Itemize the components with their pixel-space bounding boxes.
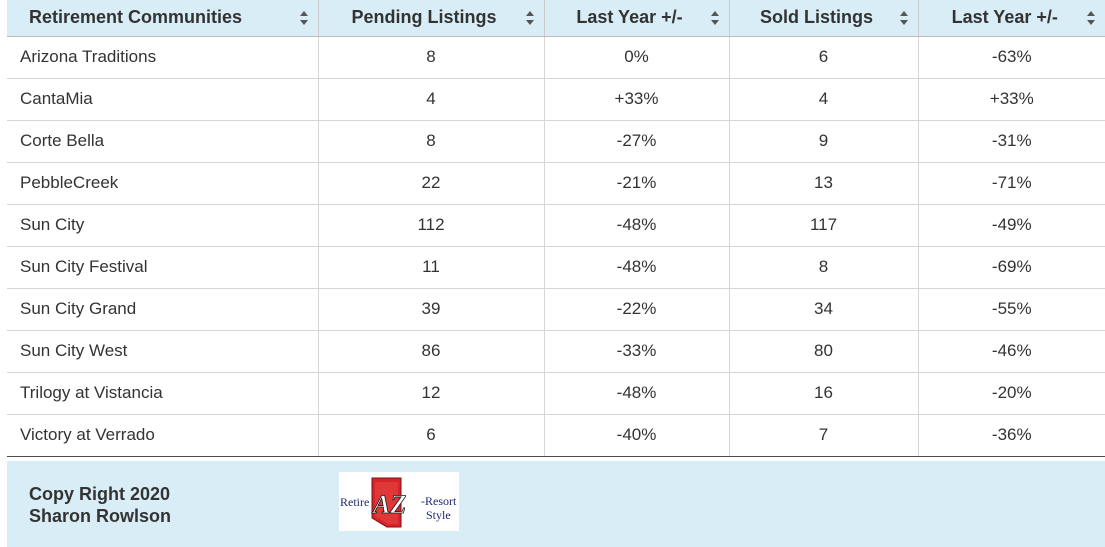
table-row: Arizona Traditions 8 0% 6 -63% xyxy=(7,36,1105,79)
sort-icon[interactable] xyxy=(1086,10,1096,26)
table-row: PebbleCreek 22 -21% 13 -71% xyxy=(7,162,1105,205)
community-name-cell: Sun City Festival xyxy=(7,246,319,289)
sort-icon[interactable] xyxy=(525,10,535,26)
pending-change-cell: -48% xyxy=(544,246,730,289)
pending-change-cell: -33% xyxy=(544,330,730,373)
sold-listings-cell: 6 xyxy=(729,36,919,79)
sold-change-cell: -20% xyxy=(918,372,1105,415)
pending-listings-cell: 86 xyxy=(318,330,545,373)
pending-listings-cell: 8 xyxy=(318,36,545,79)
column-header-community[interactable]: Retirement Communities xyxy=(7,0,319,37)
pending-change-cell: +33% xyxy=(544,78,730,121)
sold-change-cell: -71% xyxy=(918,162,1105,205)
pending-change-cell: -22% xyxy=(544,288,730,331)
column-header-label: Sold Listings xyxy=(759,7,873,28)
table-row: Victory at Verrado 6 -40% 7 -36% xyxy=(7,414,1105,457)
table-row: CantaMia 4 +33% 4 +33% xyxy=(7,78,1105,121)
pending-listings-cell: 112 xyxy=(318,204,545,247)
pending-listings-cell: 8 xyxy=(318,120,545,163)
community-name-cell: Sun City xyxy=(7,204,319,247)
community-name-cell: Sun City Grand xyxy=(7,288,319,331)
table-row: Sun City Grand 39 -22% 34 -55% xyxy=(7,288,1105,331)
sold-listings-cell: 4 xyxy=(729,78,919,121)
sold-listings-cell: 8 xyxy=(729,246,919,289)
copyright-year: Copy Right 2020 xyxy=(29,484,171,504)
sold-listings-cell: 7 xyxy=(729,414,919,457)
community-name-cell: Trilogy at Vistancia xyxy=(7,372,319,415)
sold-change-cell: -46% xyxy=(918,330,1105,373)
pending-change-cell: 0% xyxy=(544,36,730,79)
column-header-pending-change[interactable]: Last Year +/- xyxy=(544,0,730,37)
column-header-sold-change[interactable]: Last Year +/- xyxy=(918,0,1105,37)
pending-change-cell: -21% xyxy=(544,162,730,205)
table-row: Corte Bella 8 -27% 9 -31% xyxy=(7,120,1105,163)
pending-change-cell: -48% xyxy=(544,204,730,247)
community-name-cell: PebbleCreek xyxy=(7,162,319,205)
community-name-cell: CantaMia xyxy=(7,78,319,121)
column-header-label: Last Year +/- xyxy=(951,7,1058,28)
sold-change-cell: +33% xyxy=(918,78,1105,121)
table-row: Sun City West 86 -33% 80 -46% xyxy=(7,330,1105,373)
column-header-sold[interactable]: Sold Listings xyxy=(729,0,919,37)
pending-listings-cell: 12 xyxy=(318,372,545,415)
pending-listings-cell: 39 xyxy=(318,288,545,331)
logo-text-right-top: -Resort xyxy=(421,494,457,508)
table-row: Sun City 112 -48% 117 -49% xyxy=(7,204,1105,247)
pending-change-cell: -27% xyxy=(544,120,730,163)
listings-table-container: Retirement Communities Pending Listings … xyxy=(7,0,1105,457)
pending-listings-cell: 4 xyxy=(318,78,545,121)
community-name-cell: Corte Bella xyxy=(7,120,319,163)
sold-change-cell: -36% xyxy=(918,414,1105,457)
community-name-cell: Sun City West xyxy=(7,330,319,373)
pending-change-cell: -48% xyxy=(544,372,730,415)
copyright-owner: Sharon Rowlson xyxy=(29,506,172,526)
sold-change-cell: -63% xyxy=(918,36,1105,79)
listings-table: Retirement Communities Pending Listings … xyxy=(7,0,1105,457)
logo-text-right-bottom: Style xyxy=(426,508,451,522)
pending-listings-cell: 22 xyxy=(318,162,545,205)
table-row: Sun City Festival 11 -48% 8 -69% xyxy=(7,246,1105,289)
logo-text-left: Retire xyxy=(340,495,369,509)
community-name-cell: Victory at Verrado xyxy=(7,414,319,457)
pending-change-cell: -40% xyxy=(544,414,730,457)
sort-icon[interactable] xyxy=(710,10,720,26)
retire-az-logo[interactable]: Retire AZ -Resort Style xyxy=(339,472,459,531)
sold-listings-cell: 80 xyxy=(729,330,919,373)
sort-icon[interactable] xyxy=(899,10,909,26)
copyright-notice: Copy Right 2020 Sharon Rowlson xyxy=(29,483,171,527)
column-header-label: Retirement Communities xyxy=(29,7,243,28)
sold-change-cell: -49% xyxy=(918,204,1105,247)
sold-listings-cell: 16 xyxy=(729,372,919,415)
column-header-label: Pending Listings xyxy=(351,7,497,28)
sold-listings-cell: 34 xyxy=(729,288,919,331)
sold-change-cell: -69% xyxy=(918,246,1105,289)
sold-change-cell: -55% xyxy=(918,288,1105,331)
column-header-pending[interactable]: Pending Listings xyxy=(318,0,545,37)
community-name-cell: Arizona Traditions xyxy=(7,36,319,79)
sort-icon[interactable] xyxy=(299,10,309,26)
table-row: Trilogy at Vistancia 12 -48% 16 -20% xyxy=(7,372,1105,415)
column-header-label: Last Year +/- xyxy=(576,7,683,28)
sold-listings-cell: 9 xyxy=(729,120,919,163)
sold-change-cell: -31% xyxy=(918,120,1105,163)
pending-listings-cell: 11 xyxy=(318,246,545,289)
pending-listings-cell: 6 xyxy=(318,414,545,457)
logo-text-center: AZ xyxy=(371,490,406,519)
sold-listings-cell: 117 xyxy=(729,204,919,247)
table-header-row: Retirement Communities Pending Listings … xyxy=(7,0,1105,37)
sold-listings-cell: 13 xyxy=(729,162,919,205)
footer: Copy Right 2020 Sharon Rowlson Retire AZ… xyxy=(7,461,1105,547)
